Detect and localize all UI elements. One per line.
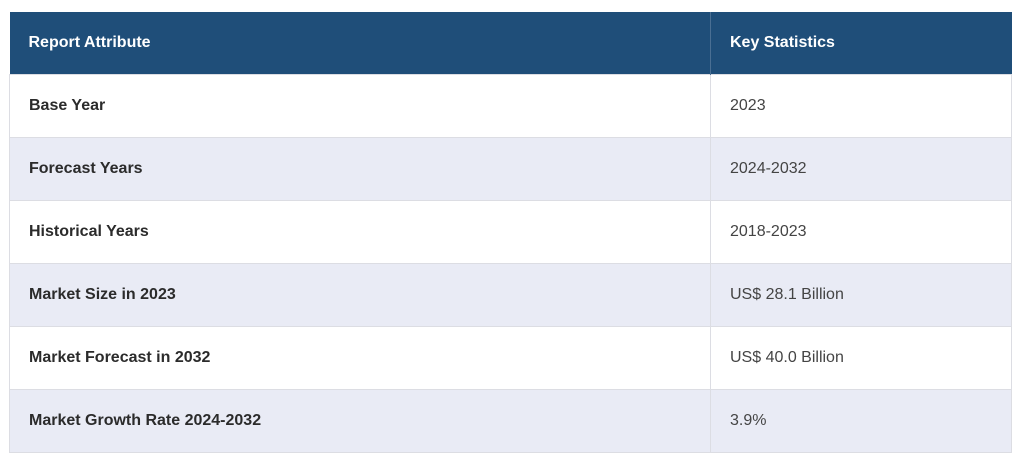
attribute-cell: Market Size in 2023 — [9, 262, 711, 327]
table-container: Report Attribute Key Statistics Base Year… — [9, 12, 1012, 453]
report-table: Report Attribute Key Statistics Base Year… — [9, 12, 1012, 453]
statistic-cell: US$ 28.1 Billion — [710, 262, 1012, 327]
statistic-cell: 3.9% — [710, 388, 1012, 453]
attribute-cell: Market Growth Rate 2024-2032 — [9, 388, 711, 453]
table-row: Base Year 2023 — [9, 73, 1012, 138]
table-row: Market Size in 2023 US$ 28.1 Billion — [9, 262, 1012, 327]
header-cell: Report Attribute — [9, 12, 711, 74]
statistic-cell: 2018-2023 — [710, 199, 1012, 264]
attribute-cell: Historical Years — [9, 199, 711, 264]
table-row: Market Forecast in 2032 US$ 40.0 Billion — [9, 325, 1012, 390]
statistic-cell: 2023 — [710, 73, 1012, 138]
attribute-cell: Market Forecast in 2032 — [9, 325, 711, 390]
header-row: Report Attribute Key Statistics — [9, 12, 1012, 74]
statistic-cell: US$ 40.0 Billion — [710, 325, 1012, 390]
header-cell: Key Statistics — [710, 12, 1012, 74]
table-row: Historical Years 2018-2023 — [9, 199, 1012, 264]
statistic-cell: 2024-2032 — [710, 136, 1012, 201]
attribute-cell: Forecast Years — [9, 136, 711, 201]
table-row: Forecast Years 2024-2032 — [9, 136, 1012, 201]
table-row: Market Growth Rate 2024-2032 3.9% — [9, 388, 1012, 453]
attribute-cell: Base Year — [9, 73, 711, 138]
